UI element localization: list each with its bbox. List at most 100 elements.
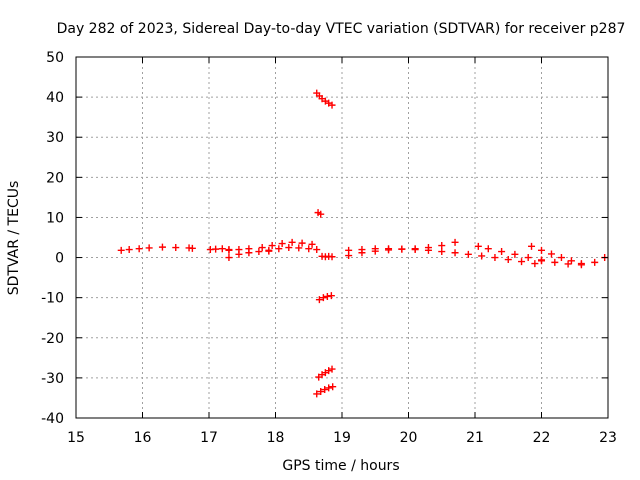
data-point — [295, 244, 303, 252]
data-point — [275, 245, 283, 253]
data-point — [258, 244, 266, 252]
data-point — [212, 245, 220, 253]
data-point — [524, 254, 532, 262]
x-tick-label: 17 — [200, 430, 218, 446]
series-segment-10 — [315, 365, 336, 381]
series-segment-14 — [474, 242, 545, 264]
data-point — [278, 240, 286, 248]
data-point — [235, 246, 243, 254]
data-point — [285, 244, 293, 252]
series-segment-5 — [265, 244, 321, 254]
data-point — [518, 258, 526, 266]
data-point — [538, 257, 545, 265]
data-point — [325, 384, 333, 392]
y-tick-label: 0 — [55, 251, 64, 267]
x-tick-label: 20 — [400, 430, 418, 446]
data-point — [255, 248, 263, 256]
data-point — [288, 238, 296, 246]
y-tick-label: 50 — [46, 50, 64, 66]
data-point — [218, 245, 226, 253]
series-segment-6 — [313, 89, 336, 109]
data-point — [451, 249, 459, 257]
data-point — [484, 245, 492, 253]
y-tick-label: -20 — [41, 331, 64, 347]
data-point — [315, 296, 323, 304]
data-point — [308, 240, 316, 248]
x-axis-label: GPS time / hours — [282, 458, 399, 474]
data-point — [564, 260, 572, 268]
data-point — [298, 239, 306, 247]
data-point — [323, 292, 331, 300]
data-point — [438, 248, 446, 256]
data-layer — [117, 89, 609, 398]
data-point — [371, 245, 379, 253]
data-point — [411, 246, 419, 254]
data-point — [268, 242, 276, 250]
data-point — [265, 246, 273, 254]
data-point — [345, 246, 353, 254]
data-point — [531, 260, 539, 268]
data-point — [557, 254, 565, 262]
data-point — [319, 294, 327, 302]
data-point — [498, 248, 506, 256]
data-point — [491, 254, 499, 262]
y-tick-label: 10 — [46, 210, 64, 226]
data-point — [504, 256, 512, 264]
x-tick-label: 19 — [333, 430, 351, 446]
data-point — [328, 253, 336, 261]
data-point — [145, 244, 153, 252]
data-point — [551, 258, 559, 266]
data-point — [511, 250, 519, 258]
data-point — [478, 252, 486, 260]
series-segment-9 — [315, 292, 335, 304]
y-tick-label: 30 — [46, 130, 64, 146]
data-point — [305, 245, 313, 253]
data-point — [188, 244, 196, 252]
series-segment-7 — [314, 209, 325, 218]
data-point — [321, 386, 329, 394]
x-tick-label: 18 — [267, 430, 285, 446]
data-point — [398, 245, 406, 253]
series-segment-13 — [345, 245, 539, 268]
x-tick-label: 23 — [599, 430, 617, 446]
chart-title: Day 282 of 2023, Sidereal Day-to-day VTE… — [57, 21, 626, 37]
data-point — [329, 383, 337, 391]
data-point — [317, 388, 325, 396]
data-point — [474, 242, 482, 250]
data-point — [424, 246, 432, 254]
data-point — [135, 245, 143, 253]
data-point — [451, 238, 459, 246]
x-tick-labels: 15 16 17 18 19 20 21 22 23 — [67, 430, 617, 446]
data-point — [567, 257, 575, 265]
tick-layer — [75, 56, 609, 419]
data-point — [317, 210, 325, 218]
data-point — [158, 243, 166, 251]
data-point — [547, 250, 555, 258]
series-segment-8 — [318, 252, 336, 261]
data-point — [538, 246, 545, 254]
data-point — [325, 367, 333, 375]
series-segment-11 — [313, 383, 337, 398]
data-point — [328, 101, 336, 109]
y-tick-labels: -40 -30 -20 -10 0 10 20 30 40 50 — [41, 50, 64, 427]
data-point — [328, 365, 336, 373]
data-point — [528, 242, 536, 250]
data-point — [313, 246, 321, 254]
y-tick-label: -30 — [41, 371, 64, 387]
data-point — [245, 245, 253, 253]
data-point — [172, 244, 180, 252]
y-tick-label: 40 — [46, 90, 64, 106]
x-tick-label: 16 — [134, 430, 152, 446]
data-point — [125, 246, 133, 254]
data-point — [225, 254, 233, 262]
y-tick-label: -10 — [41, 291, 64, 307]
data-point — [464, 250, 472, 258]
series-segment-1 — [117, 243, 196, 254]
data-point — [438, 242, 446, 250]
data-point — [313, 390, 321, 398]
data-point — [117, 246, 125, 254]
series-segment-4 — [225, 238, 316, 254]
data-point — [591, 258, 599, 266]
y-axis-label: SDTVAR / TECUs — [6, 181, 22, 296]
